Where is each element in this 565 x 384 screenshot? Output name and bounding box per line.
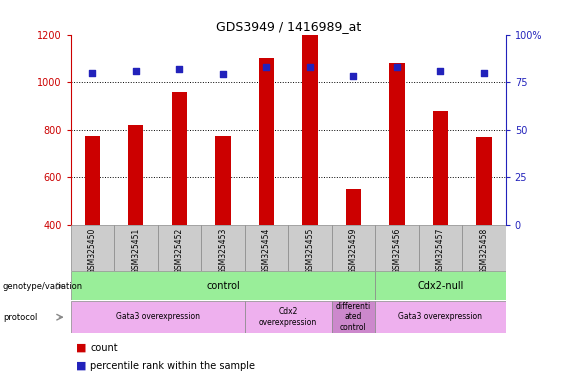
- Point: [349, 73, 358, 79]
- Text: Cdx2-null: Cdx2-null: [417, 281, 464, 291]
- Text: percentile rank within the sample: percentile rank within the sample: [90, 361, 255, 371]
- Bar: [302, 35, 318, 225]
- Point: [131, 68, 140, 74]
- Point: [306, 64, 315, 70]
- Bar: [375, 301, 506, 333]
- Text: control: control: [206, 281, 240, 291]
- Bar: [389, 63, 405, 225]
- Text: GSM325455: GSM325455: [306, 228, 314, 274]
- Bar: [346, 189, 361, 225]
- Bar: [245, 225, 288, 271]
- Bar: [71, 271, 375, 300]
- Text: GSM325454: GSM325454: [262, 228, 271, 274]
- Text: differenti
ated
control: differenti ated control: [336, 302, 371, 332]
- Text: count: count: [90, 343, 118, 353]
- Bar: [172, 92, 187, 225]
- Title: GDS3949 / 1416989_at: GDS3949 / 1416989_at: [215, 20, 361, 33]
- Bar: [476, 137, 492, 225]
- Point: [88, 70, 97, 76]
- Text: Gata3 overexpression: Gata3 overexpression: [116, 313, 199, 321]
- Point: [262, 64, 271, 70]
- Text: GSM325453: GSM325453: [219, 228, 227, 274]
- Bar: [375, 271, 506, 300]
- Point: [175, 66, 184, 72]
- Text: protocol: protocol: [3, 313, 37, 322]
- Bar: [201, 225, 245, 271]
- Bar: [375, 225, 419, 271]
- Bar: [85, 136, 100, 225]
- Text: Cdx2
overexpression: Cdx2 overexpression: [259, 307, 318, 327]
- Point: [392, 64, 401, 70]
- Text: GSM325451: GSM325451: [132, 228, 140, 274]
- Bar: [128, 125, 144, 225]
- Bar: [71, 225, 114, 271]
- Bar: [288, 225, 332, 271]
- Text: ■: ■: [76, 361, 87, 371]
- Bar: [71, 301, 245, 333]
- Text: ■: ■: [76, 343, 87, 353]
- Bar: [419, 225, 462, 271]
- Bar: [259, 58, 274, 225]
- Text: GSM325457: GSM325457: [436, 228, 445, 274]
- Bar: [462, 225, 506, 271]
- Point: [479, 70, 488, 76]
- Bar: [433, 111, 448, 225]
- Text: GSM325452: GSM325452: [175, 228, 184, 274]
- Bar: [215, 136, 231, 225]
- Point: [218, 71, 227, 78]
- Bar: [245, 301, 332, 333]
- Text: genotype/variation: genotype/variation: [3, 281, 83, 291]
- Text: GSM325459: GSM325459: [349, 228, 358, 274]
- Text: GSM325458: GSM325458: [480, 228, 488, 274]
- Text: GSM325450: GSM325450: [88, 228, 97, 274]
- Text: GSM325456: GSM325456: [393, 228, 401, 274]
- Text: Gata3 overexpression: Gata3 overexpression: [398, 313, 483, 321]
- Point: [436, 68, 445, 74]
- Bar: [114, 225, 158, 271]
- Bar: [158, 225, 201, 271]
- Bar: [332, 301, 375, 333]
- Bar: [332, 225, 375, 271]
